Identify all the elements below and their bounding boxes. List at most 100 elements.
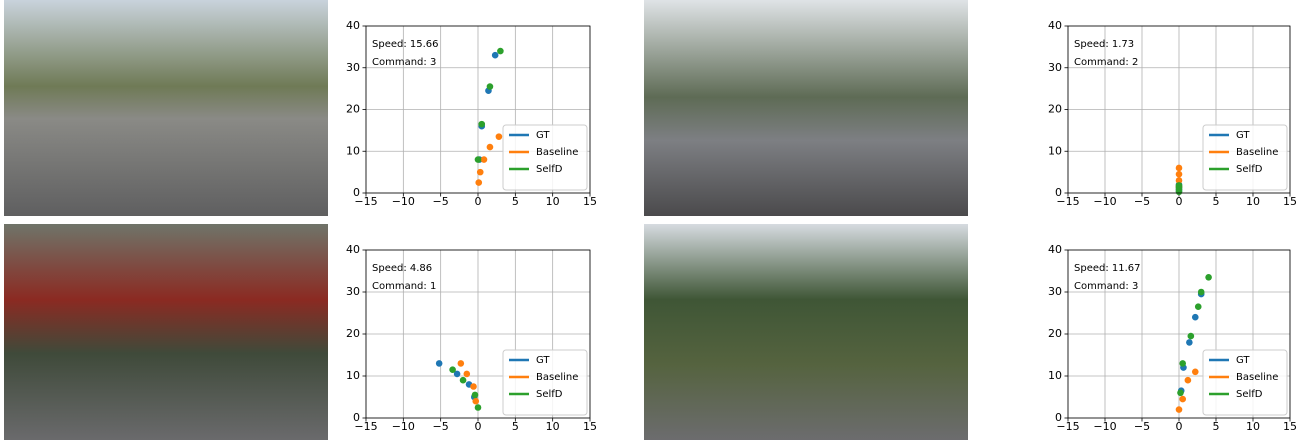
point: [1176, 165, 1183, 172]
point: [481, 156, 488, 163]
point: [436, 360, 443, 367]
annotation: Command: 3: [1074, 281, 1138, 292]
x-tick-label: 15: [583, 420, 597, 433]
point: [1198, 289, 1205, 296]
annotation: Command: 1: [372, 281, 436, 292]
x-tick-label: 5: [512, 420, 519, 433]
x-tick-label: 0: [475, 420, 482, 433]
point: [487, 83, 494, 90]
camera-image: [4, 0, 328, 216]
y-tick-label: 0: [1055, 186, 1062, 199]
point: [1186, 339, 1193, 346]
y-tick-label: 20: [346, 327, 360, 340]
y-tick-label: 40: [1048, 19, 1062, 32]
point: [472, 392, 479, 399]
point: [1192, 314, 1199, 321]
figure: −15−10−5051015010203040Speed: 15.66Comma…: [0, 0, 1306, 444]
point: [458, 360, 465, 367]
point: [1188, 333, 1195, 340]
point: [470, 383, 477, 390]
x-tick-label: 0: [1176, 195, 1183, 208]
y-tick-label: 40: [346, 243, 360, 256]
point: [1176, 182, 1183, 189]
point: [487, 144, 494, 151]
annotation: Speed: 15.66: [372, 39, 439, 50]
point: [1192, 369, 1199, 376]
legend-label: SelfD: [1236, 164, 1263, 175]
point: [478, 121, 485, 128]
point: [472, 398, 479, 405]
x-tick-label: −5: [433, 195, 449, 208]
y-tick-label: 20: [1048, 103, 1062, 116]
y-tick-label: 20: [1048, 327, 1062, 340]
point: [1179, 396, 1186, 403]
x-tick-label: 15: [583, 195, 597, 208]
x-tick-label: 10: [1246, 420, 1260, 433]
y-tick-label: 0: [1055, 411, 1062, 424]
annotation: Speed: 11.67: [1074, 263, 1141, 274]
y-tick-label: 30: [346, 61, 360, 74]
annotation: Command: 3: [372, 57, 436, 68]
x-tick-label: −5: [433, 420, 449, 433]
point: [1176, 406, 1183, 413]
legend-label: SelfD: [536, 389, 563, 400]
point: [475, 156, 482, 163]
legend-label: Baseline: [536, 372, 578, 383]
x-tick-label: −10: [1093, 420, 1116, 433]
legend-label: GT: [1236, 130, 1250, 141]
x-tick-label: −5: [1134, 420, 1150, 433]
annotation: Speed: 4.86: [372, 263, 432, 274]
y-tick-label: 10: [346, 369, 360, 382]
x-tick-label: 0: [475, 195, 482, 208]
legend-label: Baseline: [536, 147, 578, 158]
x-tick-label: −5: [1134, 195, 1150, 208]
y-tick-label: 30: [346, 285, 360, 298]
point: [1205, 274, 1212, 281]
point: [475, 404, 482, 411]
y-tick-label: 30: [1048, 285, 1062, 298]
camera-image: [644, 224, 968, 440]
x-tick-label: 0: [1176, 420, 1183, 433]
legend-label: Baseline: [1236, 372, 1278, 383]
x-tick-label: 10: [546, 195, 560, 208]
y-tick-label: 0: [353, 186, 360, 199]
legend-label: SelfD: [1236, 389, 1263, 400]
camera-image: [644, 0, 968, 216]
x-tick-label: 15: [1283, 195, 1297, 208]
point: [1177, 390, 1184, 397]
y-tick-label: 30: [1048, 61, 1062, 74]
x-tick-label: 15: [1283, 420, 1297, 433]
y-tick-label: 40: [346, 19, 360, 32]
point: [460, 377, 467, 384]
point: [475, 179, 482, 186]
x-tick-label: −10: [392, 420, 415, 433]
point: [497, 48, 504, 55]
x-tick-label: 5: [1213, 420, 1220, 433]
point: [464, 371, 471, 378]
point: [496, 133, 503, 140]
y-tick-label: 20: [346, 103, 360, 116]
legend-label: SelfD: [536, 164, 563, 175]
legend-label: GT: [1236, 355, 1250, 366]
legend-label: GT: [536, 355, 550, 366]
y-tick-label: 10: [346, 144, 360, 157]
x-tick-label: −10: [392, 195, 415, 208]
y-tick-label: 40: [1048, 243, 1062, 256]
x-tick-label: 5: [512, 195, 519, 208]
point: [1185, 377, 1192, 384]
point: [1176, 171, 1183, 178]
y-tick-label: 0: [353, 411, 360, 424]
legend-label: Baseline: [1236, 147, 1278, 158]
page: {"chart_data": [ {"type": "scatter", "an…: [0, 0, 1306, 448]
x-tick-label: 5: [1213, 195, 1220, 208]
x-tick-label: −10: [1093, 195, 1116, 208]
point: [1179, 360, 1186, 367]
point: [492, 52, 499, 59]
annotation: Command: 2: [1074, 57, 1138, 68]
annotation: Speed: 1.73: [1074, 39, 1134, 50]
camera-image: [4, 224, 328, 440]
y-tick-label: 10: [1048, 144, 1062, 157]
y-tick-label: 10: [1048, 369, 1062, 382]
x-tick-label: 10: [546, 420, 560, 433]
legend-label: GT: [536, 130, 550, 141]
